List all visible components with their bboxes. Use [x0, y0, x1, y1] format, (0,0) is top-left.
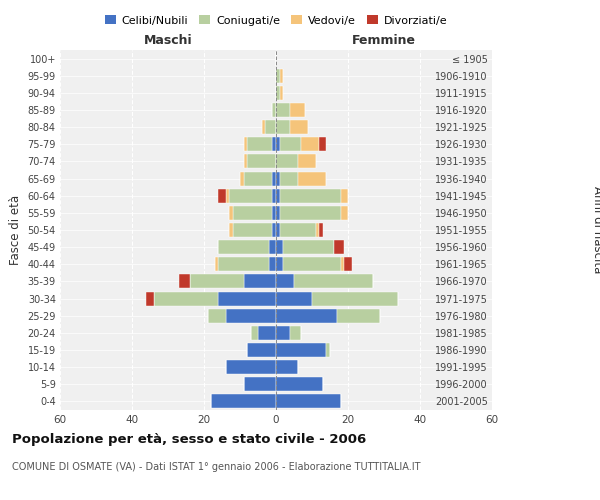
Text: Popolazione per età, sesso e stato civile - 2006: Popolazione per età, sesso e stato civil…	[12, 432, 366, 446]
Bar	[290, 120, 308, 134]
Bar	[226, 308, 276, 322]
Bar	[280, 86, 283, 100]
Bar	[269, 258, 276, 272]
Bar	[316, 223, 319, 237]
Bar	[218, 188, 226, 202]
Bar	[244, 172, 272, 185]
Bar	[272, 188, 276, 202]
Bar	[280, 188, 341, 202]
Bar	[276, 343, 326, 357]
Bar	[276, 308, 337, 322]
Bar	[215, 258, 218, 272]
Bar	[298, 172, 326, 185]
Bar	[272, 103, 276, 117]
Bar	[218, 292, 276, 306]
Bar	[280, 68, 283, 82]
Bar	[269, 240, 276, 254]
Bar	[276, 206, 280, 220]
Text: Maschi: Maschi	[143, 34, 193, 46]
Bar	[290, 103, 305, 117]
Bar	[233, 223, 272, 237]
Text: Femmine: Femmine	[352, 34, 416, 46]
Bar	[290, 326, 301, 340]
Bar	[226, 188, 229, 202]
Bar	[301, 138, 319, 151]
Text: Anni di nascita: Anni di nascita	[590, 186, 600, 274]
Bar	[229, 206, 233, 220]
Bar	[154, 292, 218, 306]
Bar	[280, 172, 298, 185]
Bar	[276, 258, 283, 272]
Bar	[280, 206, 341, 220]
Bar	[146, 292, 154, 306]
Text: COMUNE DI OSMATE (VA) - Dati ISTAT 1° gennaio 2006 - Elaborazione TUTTITALIA.IT: COMUNE DI OSMATE (VA) - Dati ISTAT 1° ge…	[12, 462, 421, 472]
Bar	[244, 274, 276, 288]
Bar	[276, 68, 280, 82]
Bar	[190, 274, 244, 288]
Bar	[276, 394, 341, 408]
Bar	[344, 258, 352, 272]
Bar	[283, 240, 334, 254]
Bar	[276, 172, 280, 185]
Bar	[276, 274, 294, 288]
Bar	[272, 206, 276, 220]
Legend: Celibi/Nubili, Coniugati/e, Vedovi/e, Divorziati/e: Celibi/Nubili, Coniugati/e, Vedovi/e, Di…	[100, 10, 452, 30]
Bar	[218, 258, 269, 272]
Bar	[179, 274, 190, 288]
Bar	[276, 138, 280, 151]
Bar	[247, 154, 276, 168]
Bar	[341, 206, 348, 220]
Bar	[280, 223, 316, 237]
Bar	[276, 240, 283, 254]
Bar	[244, 154, 247, 168]
Bar	[226, 360, 276, 374]
Bar	[262, 120, 265, 134]
Bar	[272, 172, 276, 185]
Bar	[265, 120, 276, 134]
Bar	[276, 103, 290, 117]
Bar	[276, 154, 298, 168]
Bar	[208, 308, 226, 322]
Bar	[337, 308, 380, 322]
Bar	[276, 360, 298, 374]
Y-axis label: Fasce di età: Fasce di età	[9, 195, 22, 265]
Bar	[276, 86, 280, 100]
Bar	[319, 138, 326, 151]
Bar	[233, 206, 272, 220]
Bar	[258, 326, 276, 340]
Bar	[272, 138, 276, 151]
Bar	[244, 378, 276, 392]
Bar	[276, 120, 290, 134]
Bar	[334, 240, 344, 254]
Bar	[229, 223, 233, 237]
Bar	[312, 292, 398, 306]
Bar	[247, 138, 272, 151]
Bar	[341, 188, 348, 202]
Bar	[272, 223, 276, 237]
Bar	[341, 258, 344, 272]
Bar	[247, 343, 276, 357]
Bar	[283, 258, 341, 272]
Bar	[280, 138, 301, 151]
Bar	[276, 292, 312, 306]
Bar	[218, 240, 269, 254]
Bar	[326, 343, 330, 357]
Bar	[240, 172, 244, 185]
Bar	[229, 188, 272, 202]
Bar	[276, 378, 323, 392]
Bar	[251, 326, 258, 340]
Bar	[276, 326, 290, 340]
Bar	[294, 274, 373, 288]
Bar	[298, 154, 316, 168]
Bar	[276, 223, 280, 237]
Bar	[244, 138, 247, 151]
Bar	[211, 394, 276, 408]
Bar	[319, 223, 323, 237]
Bar	[276, 188, 280, 202]
